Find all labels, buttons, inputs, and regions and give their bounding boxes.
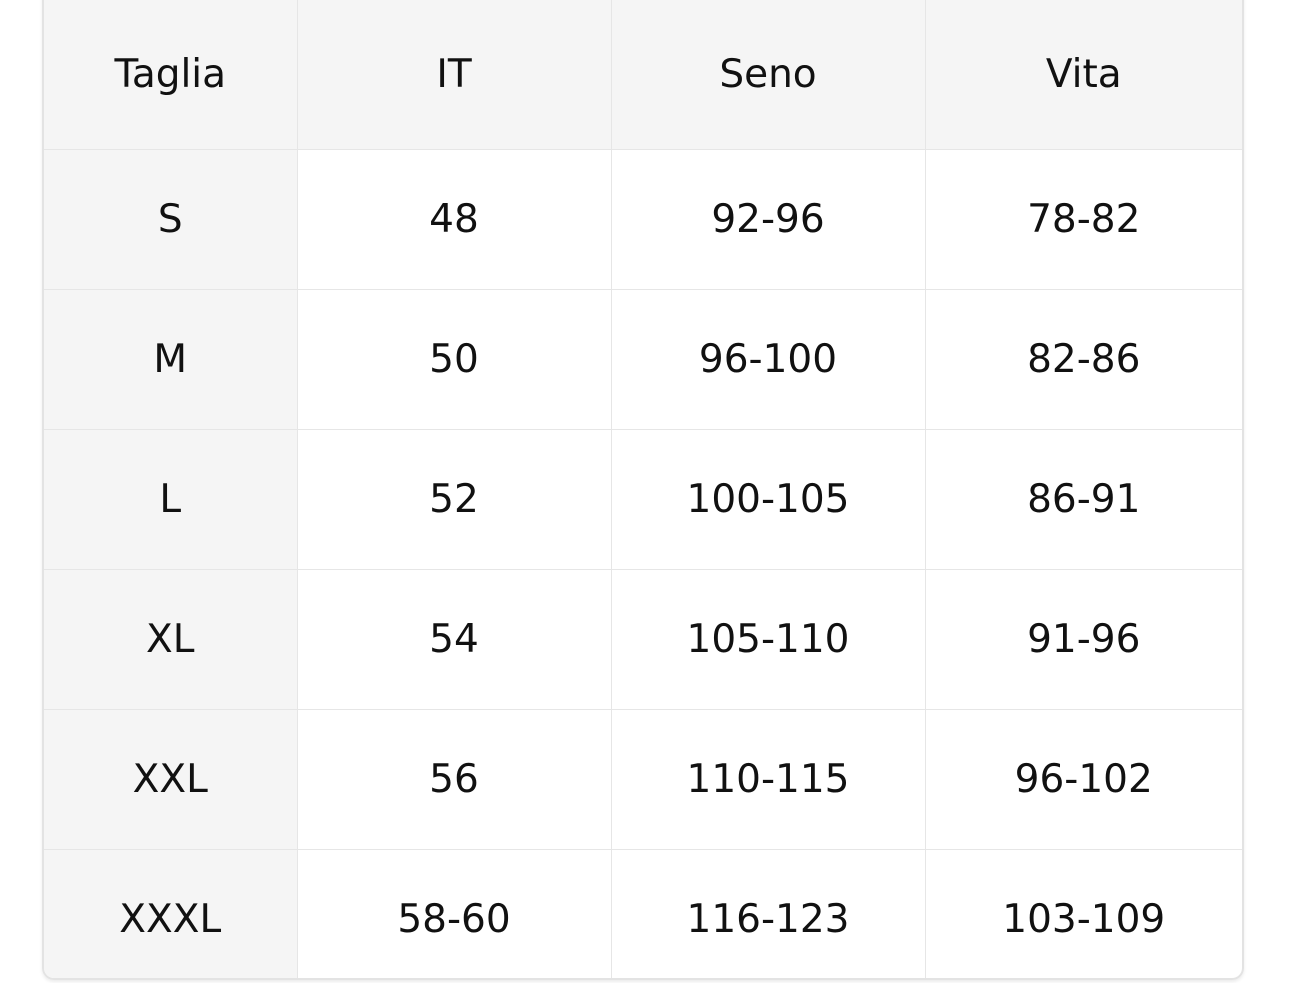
header-it: IT bbox=[296, 0, 612, 150]
cell-vita: 78-82 bbox=[924, 149, 1242, 290]
cell-vita: 86-91 bbox=[924, 429, 1242, 570]
cell-taglia: XXXL bbox=[44, 849, 298, 978]
cell-it: 52 bbox=[296, 429, 612, 570]
size-chart-table-container: Taglia IT Seno Vita S 48 92-96 78-82 M 50 96-1… bbox=[42, 0, 1244, 980]
cell-vita: 82-86 bbox=[924, 289, 1242, 430]
cell-taglia: XXL bbox=[44, 709, 298, 850]
size-chart-table: Taglia IT Seno Vita S 48 92-96 78-82 M 50 96-1… bbox=[44, 0, 1242, 978]
cell-taglia: L bbox=[44, 429, 298, 570]
table-row: XXXL 58-60 116-123 103-109 bbox=[44, 849, 1242, 978]
cell-seno: 92-96 bbox=[610, 149, 926, 290]
cell-it: 50 bbox=[296, 289, 612, 430]
cell-seno: 116-123 bbox=[610, 849, 926, 978]
header-vita: Vita bbox=[924, 0, 1242, 150]
cell-seno: 110-115 bbox=[610, 709, 926, 850]
table-row: XL 54 105-110 91-96 bbox=[44, 569, 1242, 710]
cell-it: 58-60 bbox=[296, 849, 612, 978]
header-row: Taglia IT Seno Vita bbox=[44, 0, 1242, 150]
cell-vita: 91-96 bbox=[924, 569, 1242, 710]
table-row: M 50 96-100 82-86 bbox=[44, 289, 1242, 430]
cell-it: 54 bbox=[296, 569, 612, 710]
table-row: XXL 56 110-115 96-102 bbox=[44, 709, 1242, 850]
cell-taglia: M bbox=[44, 289, 298, 430]
cell-taglia: S bbox=[44, 149, 298, 290]
cell-seno: 100-105 bbox=[610, 429, 926, 570]
cell-seno: 105-110 bbox=[610, 569, 926, 710]
header-seno: Seno bbox=[610, 0, 926, 150]
header-taglia: Taglia bbox=[44, 0, 298, 150]
cell-vita: 96-102 bbox=[924, 709, 1242, 850]
cell-taglia: XL bbox=[44, 569, 298, 710]
table-row: S 48 92-96 78-82 bbox=[44, 149, 1242, 290]
cell-vita: 103-109 bbox=[924, 849, 1242, 978]
cell-seno: 96-100 bbox=[610, 289, 926, 430]
table-row: L 52 100-105 86-91 bbox=[44, 429, 1242, 570]
cell-it: 56 bbox=[296, 709, 612, 850]
cell-it: 48 bbox=[296, 149, 612, 290]
